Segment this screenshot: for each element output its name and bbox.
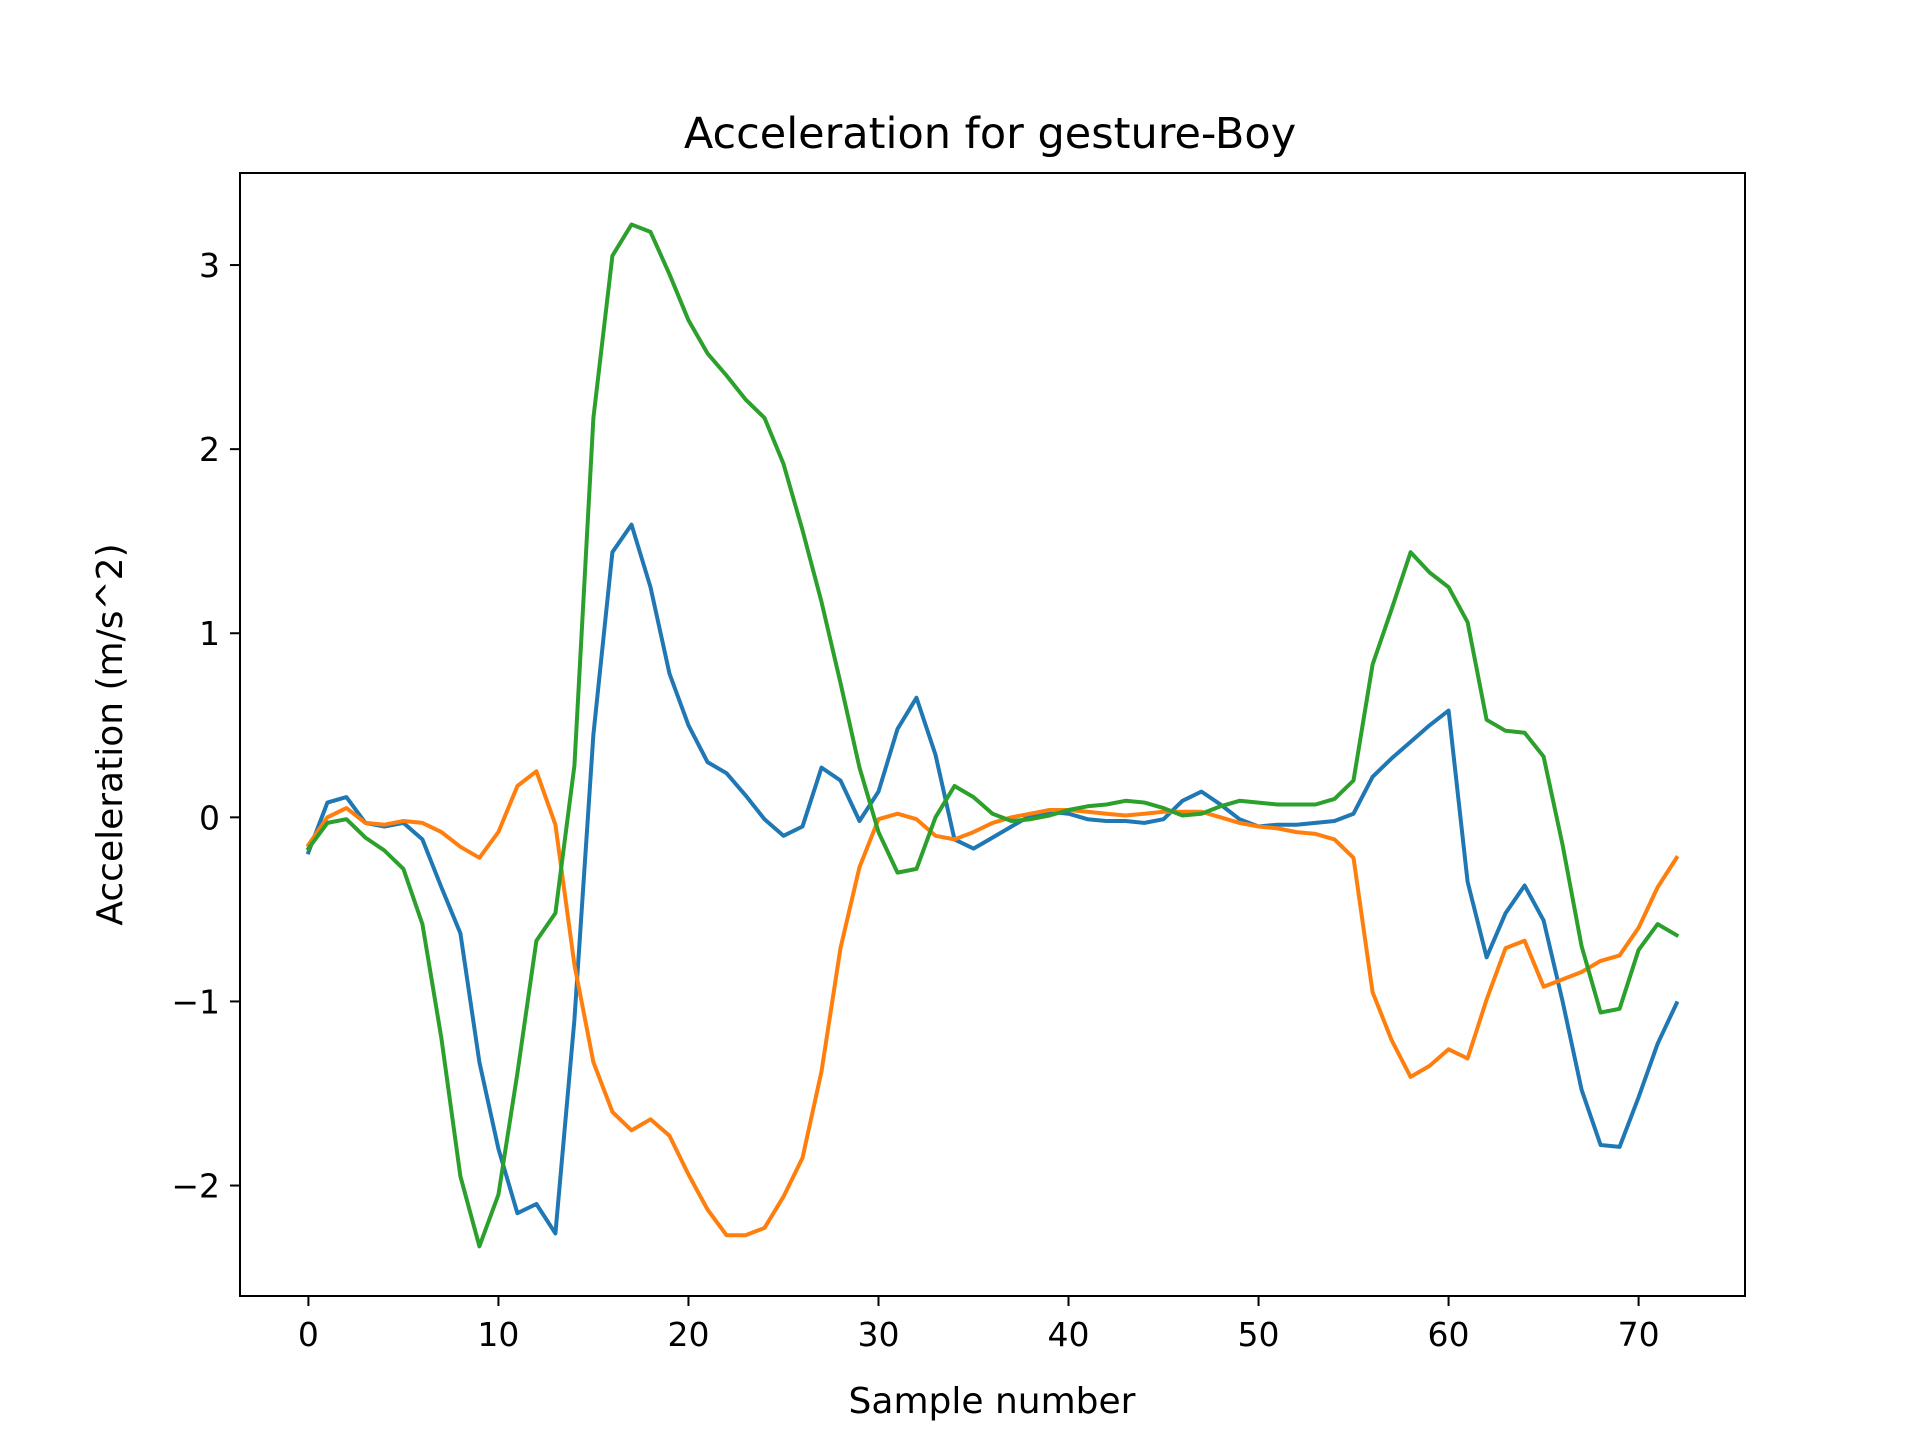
chart-title: Acceleration for gesture-Boy: [684, 109, 1296, 159]
x-tick-label: 0: [298, 1315, 319, 1354]
series-line-1: [305, 522, 1680, 1236]
x-tick-label: 40: [1048, 1315, 1090, 1354]
y-tick-label: 3: [199, 246, 220, 285]
y-axis-label: Acceleration (m/s^2): [90, 543, 131, 925]
series-layer: [305, 222, 1680, 1249]
x-tick-label: 20: [667, 1315, 709, 1354]
y-tick-label: 2: [199, 430, 220, 469]
x-tick-label: 30: [857, 1315, 899, 1354]
y-tick-label: 1: [199, 614, 220, 653]
series-line-3: [305, 222, 1680, 1249]
y-tick-label: −1: [171, 982, 220, 1021]
x-axis: 0 10 20 30 40 50 60 70: [298, 1296, 1660, 1354]
y-tick-label: −2: [171, 1167, 220, 1206]
x-tick-label: 10: [477, 1315, 519, 1354]
y-axis: −2 −1 0 1 2 3: [171, 246, 240, 1206]
x-tick-label: 50: [1238, 1315, 1280, 1354]
series-line-2: [305, 769, 1680, 1238]
y-tick-label: 0: [199, 798, 220, 837]
plot-frame: [239, 172, 1746, 1297]
x-tick-label: 70: [1618, 1315, 1660, 1354]
x-tick-label: 60: [1428, 1315, 1470, 1354]
x-axis-label: Sample number: [849, 1381, 1136, 1422]
